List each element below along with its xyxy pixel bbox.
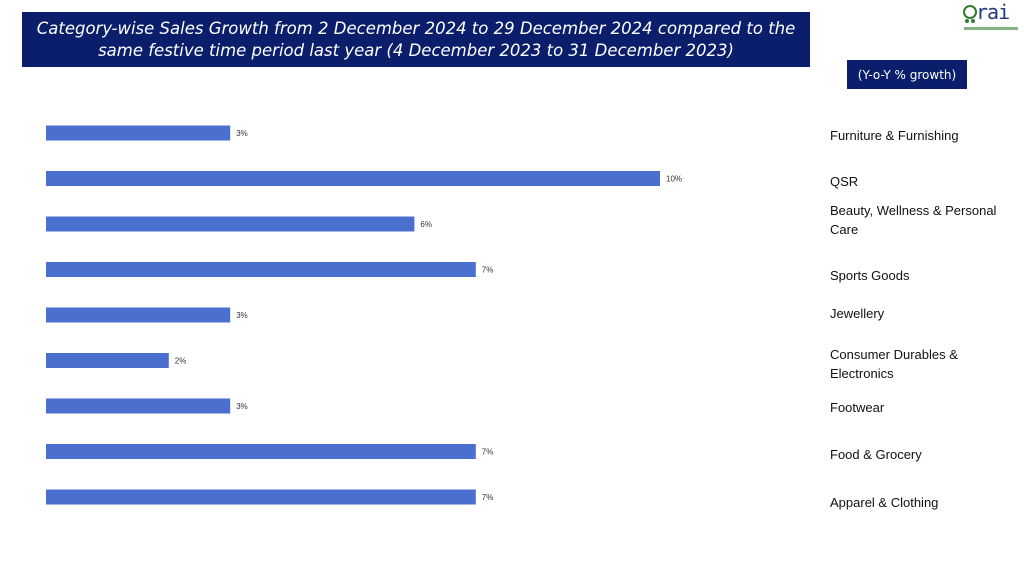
chart-title: Category-wise Sales Growth from 2 Decemb… — [36, 18, 796, 60]
unit-label: (Y-o-Y % growth) — [857, 67, 957, 82]
chart-title-banner: Category-wise Sales Growth from 2 Decemb… — [22, 12, 810, 67]
logo-tagline — [964, 27, 1018, 30]
bar-value-label: 7% — [482, 493, 494, 502]
bar — [46, 307, 231, 323]
bar — [46, 444, 476, 459]
bar — [46, 353, 169, 368]
rai-logo: rai — [962, 0, 1018, 36]
category-label: Footwear — [830, 400, 885, 415]
bar-value-label: 6% — [420, 220, 432, 229]
bar — [46, 489, 476, 505]
bar — [46, 262, 476, 277]
bar — [46, 398, 231, 414]
cart-icon — [963, 5, 977, 23]
logo-text: rai — [976, 0, 1010, 24]
bar — [46, 171, 660, 186]
category-label: Furniture & Furnishing — [830, 128, 959, 143]
bar-value-label: 7% — [482, 448, 494, 457]
bar — [46, 125, 231, 141]
category-label: Apparel & Clothing — [830, 495, 939, 510]
category-label: Food & Grocery — [830, 447, 922, 462]
bar-value-label: 3% — [236, 311, 248, 320]
bar-value-label: 2% — [175, 357, 187, 366]
bar-value-label: 3% — [236, 129, 248, 138]
bar-value-label: 3% — [236, 402, 248, 411]
bar-value-label: 7% — [482, 266, 494, 275]
bar-value-label: 10% — [666, 175, 682, 184]
category-label: Beauty, Wellness & Personal Care — [830, 203, 997, 237]
bar — [46, 216, 415, 232]
category-label: Sports Goods — [830, 268, 910, 283]
category-label: QSR — [830, 174, 859, 189]
category-label: Consumer Durables & Electronics — [830, 347, 958, 381]
unit-label-badge: (Y-o-Y % growth) — [847, 60, 967, 89]
category-label: Jewellery — [830, 306, 885, 321]
